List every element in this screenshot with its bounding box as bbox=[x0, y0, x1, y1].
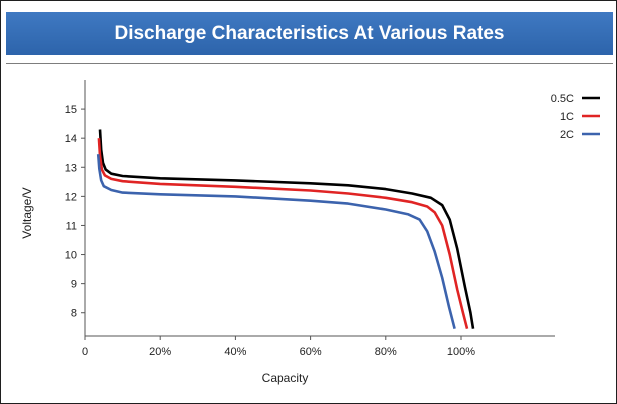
series-line-2c bbox=[96, 154, 456, 330]
x-tick-label: 80% bbox=[375, 346, 397, 358]
legend-label: 0.5C bbox=[551, 93, 574, 105]
x-tick-label: 40% bbox=[224, 346, 246, 358]
y-tick-label: 9 bbox=[71, 279, 77, 291]
y-tick-label: 10 bbox=[65, 250, 77, 262]
x-tick-label: 60% bbox=[300, 346, 322, 358]
legend: 0.5C 1C 2C bbox=[551, 93, 600, 141]
title-divider bbox=[6, 63, 613, 64]
chart-title: Discharge Characteristics At Various Rat… bbox=[114, 23, 505, 44]
series-lines-group bbox=[96, 129, 475, 330]
y-tick-label: 14 bbox=[65, 133, 77, 145]
legend-label: 2C bbox=[560, 129, 574, 141]
legend-label: 1C bbox=[560, 111, 574, 123]
y-axis-label: Voltage/V bbox=[20, 187, 34, 238]
x-tick-label: 0 bbox=[82, 346, 88, 358]
x-tick-label: 20% bbox=[149, 346, 171, 358]
y-tick-label: 11 bbox=[66, 220, 77, 232]
x-axis-label: Capacity bbox=[262, 371, 309, 385]
title-banner: Discharge Characteristics At Various Rat… bbox=[6, 12, 613, 55]
axes-group: 0 20% 40% 60% 80% 100% 8 9 10 11 12 13 14 15 bbox=[65, 80, 555, 358]
y-tick-label: 8 bbox=[71, 308, 77, 320]
y-tick-label: 15 bbox=[65, 104, 77, 116]
series-line-1c bbox=[97, 138, 469, 330]
y-tick-label: 12 bbox=[65, 191, 77, 203]
series-line-0-5c bbox=[98, 129, 475, 329]
y-tick-label: 13 bbox=[65, 162, 77, 174]
x-tick-label: 100% bbox=[447, 346, 475, 358]
